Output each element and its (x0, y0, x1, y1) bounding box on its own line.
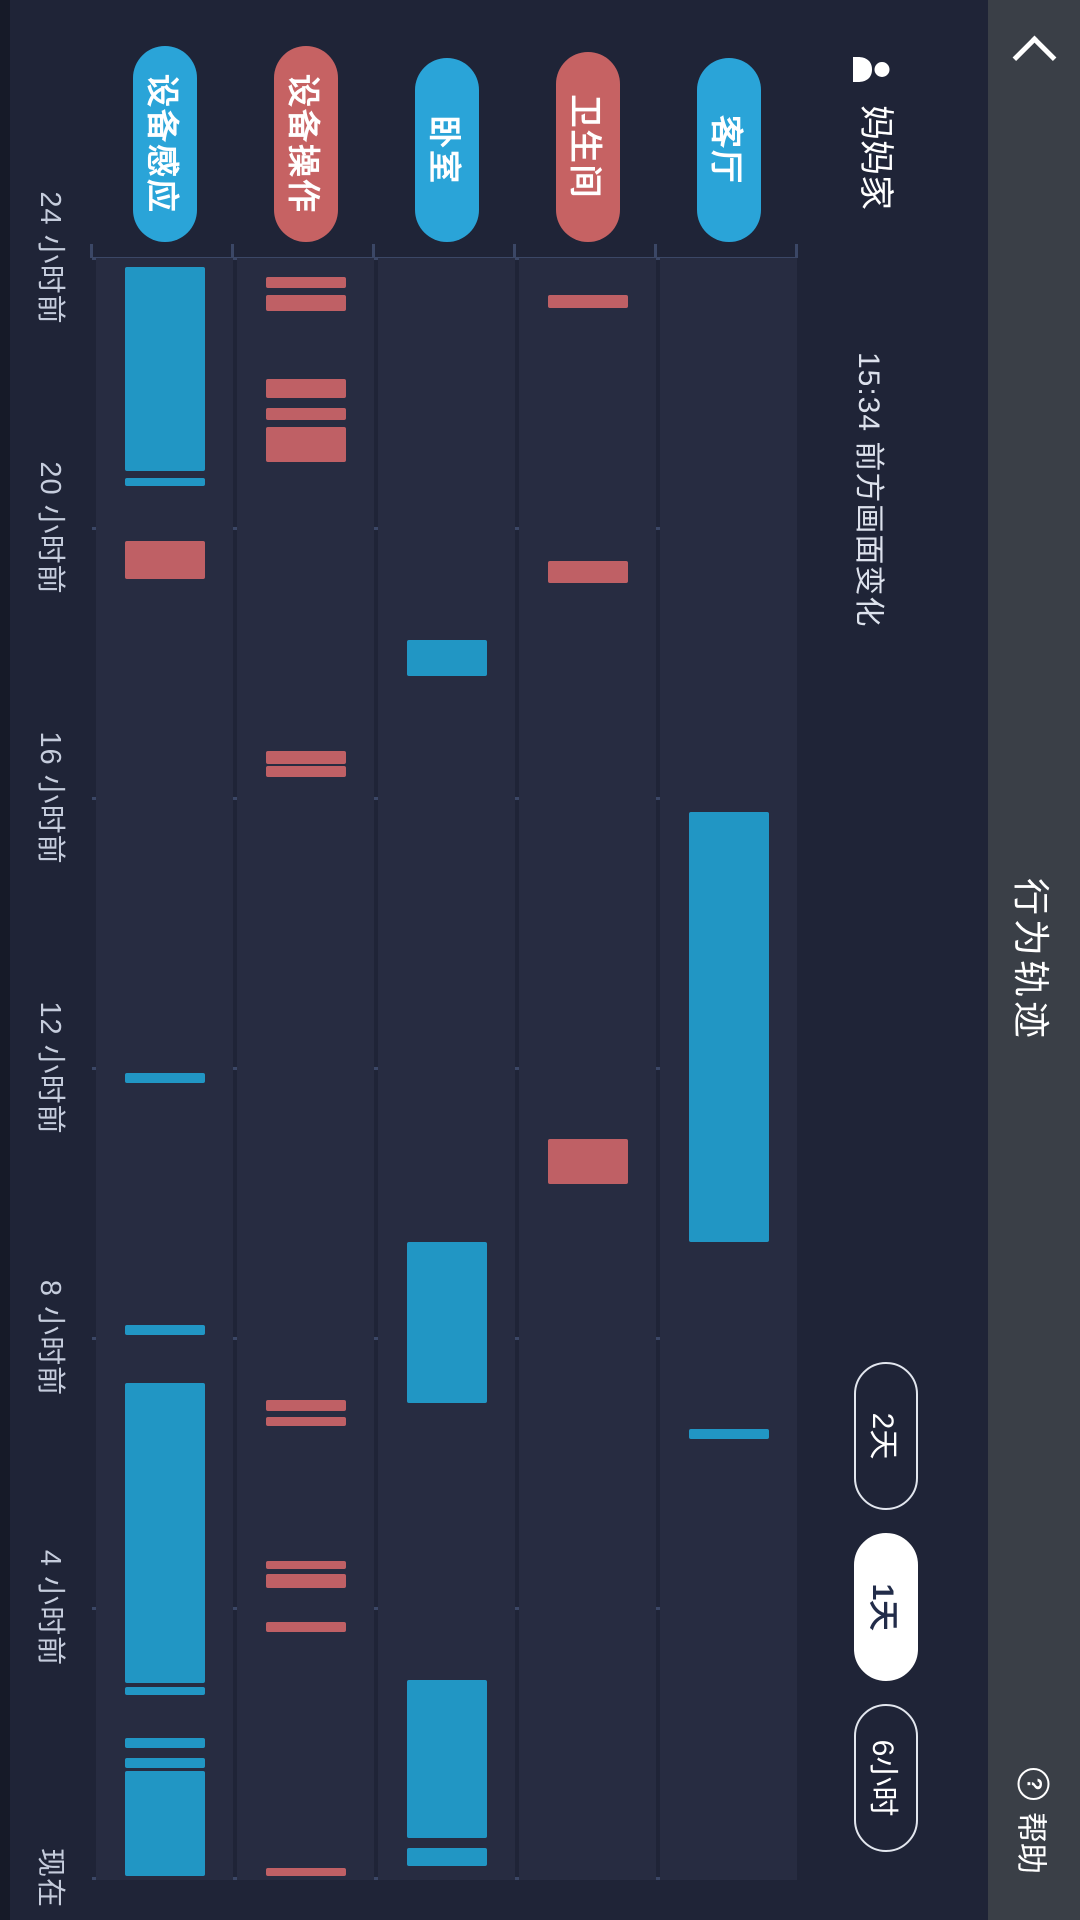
row-band-卫生间 (519, 258, 656, 1880)
help-button[interactable]: ? 帮助 (1012, 1768, 1057, 1874)
activity-bar-设备操作 (266, 1867, 346, 1876)
activity-bar-设备感应 (125, 1325, 205, 1336)
activity-bar-设备操作 (266, 276, 346, 288)
axis-tick-mark (513, 244, 516, 258)
activity-bar-设备操作 (266, 1416, 346, 1426)
activity-bar-设备操作 (266, 1622, 346, 1633)
axis-tick-mark (231, 244, 234, 258)
activity-bar-卫生间 (548, 561, 628, 583)
activity-bar-设备操作 (266, 750, 346, 765)
header-bar: 行为轨迹 ? 帮助 (988, 0, 1080, 1920)
activity-bar-卫生间 (548, 1138, 628, 1185)
category-pill-卫生间: 卫生间 (556, 52, 620, 242)
category-pill-设备操作: 设备操作 (274, 46, 338, 242)
home-selector[interactable]: 妈妈家 (853, 56, 904, 210)
range-button-6小时[interactable]: 6小时 (854, 1704, 918, 1852)
activity-bar-设备操作 (266, 295, 346, 312)
bottom-edge-shadow (0, 0, 10, 1920)
activity-bar-卧室 (407, 1848, 487, 1866)
page-title: 行为轨迹 (1010, 878, 1051, 1042)
category-pill-卧室: 卧室 (415, 58, 479, 242)
activity-bar-设备感应 (125, 478, 205, 487)
axis-tick-mark (654, 244, 657, 258)
axis-tick-mark (795, 244, 798, 258)
range-button-2天[interactable]: 2天 (854, 1362, 918, 1510)
person-icon (853, 57, 890, 82)
activity-bar-卫生间 (548, 295, 628, 308)
activity-bar-设备感应 (125, 266, 205, 472)
time-label: 12 小时前 (34, 1001, 66, 1135)
row-band-设备操作 (237, 258, 374, 1880)
activity-bar-设备感应 (125, 540, 205, 580)
activity-bar-设备操作 (266, 407, 346, 420)
home-name: 妈妈家 (856, 105, 895, 211)
help-label: 帮助 (1013, 1812, 1049, 1874)
activity-bar-设备操作 (266, 378, 346, 398)
event-note: 15:34 前方画面变化 (852, 352, 885, 628)
axis-tick-mark (372, 244, 375, 258)
activity-bar-设备感应 (125, 1072, 205, 1083)
time-label: 20 小时前 (34, 461, 66, 595)
activity-bar-客厅 (689, 812, 769, 1243)
question-circle-icon: ? (1018, 1768, 1050, 1800)
activity-bar-设备感应 (125, 1738, 205, 1748)
back-button[interactable] (1014, 34, 1054, 74)
time-label: 16 小时前 (34, 731, 66, 865)
activity-bar-设备感应 (125, 1757, 205, 1768)
activity-bar-卧室 (407, 640, 487, 676)
activity-bar-卧室 (407, 1242, 487, 1403)
time-label: 24 小时前 (34, 191, 66, 325)
row-band-卧室 (378, 258, 515, 1880)
activity-bar-设备操作 (266, 766, 346, 778)
activity-bar-设备操作 (266, 1400, 346, 1411)
activity-bar-设备操作 (266, 1560, 346, 1569)
activity-bar-客厅 (689, 1429, 769, 1440)
activity-bar-设备感应 (125, 1383, 205, 1683)
activity-bar-卧室 (407, 1680, 487, 1839)
activity-bar-设备操作 (266, 1574, 346, 1588)
time-label: 现在 (34, 1847, 66, 1909)
axis-tick-mark (90, 244, 93, 258)
category-pill-客厅: 客厅 (697, 58, 761, 242)
activity-bar-设备感应 (125, 1770, 205, 1876)
time-label: 4 小时前 (34, 1549, 66, 1667)
time-label: 8 小时前 (34, 1279, 66, 1397)
activity-bar-设备感应 (125, 1686, 205, 1696)
activity-bar-设备操作 (266, 426, 346, 462)
category-pill-设备感应: 设备感应 (133, 46, 197, 242)
time-range-buttons: 2天 1天 6小时 (854, 1362, 918, 1852)
range-button-1天[interactable]: 1天 (854, 1533, 918, 1681)
